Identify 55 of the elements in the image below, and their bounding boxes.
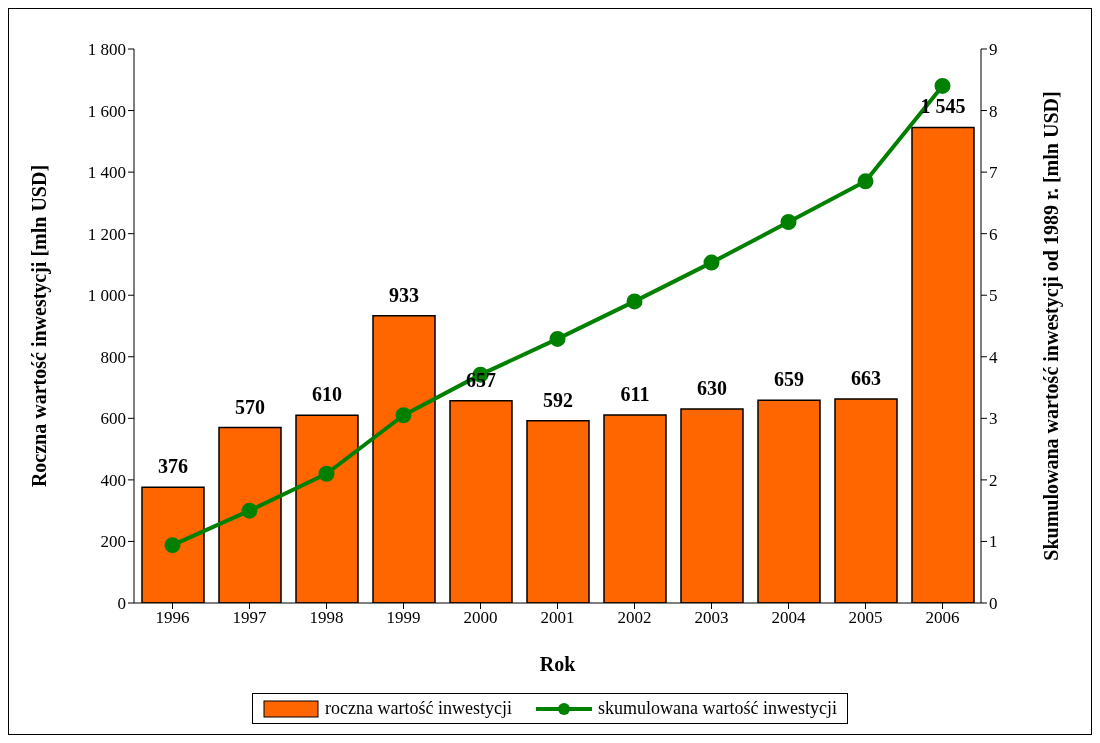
data-label: 592 — [543, 388, 573, 411]
data-label: 570 — [235, 395, 265, 418]
x-tick-label: 2002 — [617, 608, 652, 628]
y2-tick-label: 0 — [989, 594, 998, 614]
y-tick-label: 1 000 — [87, 286, 126, 306]
y-tick-label: 600 — [100, 409, 126, 429]
x-tick-label: 2000 — [463, 608, 498, 628]
x-tick-label: 1998 — [309, 608, 344, 628]
y2-tick-label: 4 — [989, 347, 998, 367]
data-label: 610 — [312, 383, 342, 406]
x-tick-label: 2001 — [540, 608, 575, 628]
y2-tick-label: 5 — [989, 286, 998, 306]
data-label: 611 — [620, 382, 650, 405]
y2-tick-label: 6 — [989, 224, 998, 244]
x-tick-label: 2006 — [925, 608, 960, 628]
y-tick-label: 1 400 — [87, 163, 126, 183]
point — [703, 254, 720, 271]
legend-label: roczna wartość inwestycji — [325, 698, 512, 719]
y-tick-label: 1 800 — [87, 40, 126, 60]
y2-tick-label: 9 — [989, 40, 998, 60]
point — [318, 465, 335, 482]
y-tick-label: 0 — [117, 594, 126, 614]
x-tick-label: 2005 — [848, 608, 883, 628]
point — [857, 173, 874, 190]
data-label: 933 — [389, 283, 419, 306]
data-label: 630 — [697, 377, 727, 400]
y2-tick-label: 3 — [989, 409, 998, 429]
data-label: 376 — [158, 455, 188, 478]
legend-label: skumulowana wartość inwestycji — [597, 698, 837, 719]
y-tick-label: 200 — [100, 532, 126, 552]
y2-axis-title: Skumulowana wartość inwestycji od 1989 r. [mln USD] — [1040, 91, 1064, 561]
y2-tick-label: 1 — [989, 532, 998, 552]
point — [164, 537, 181, 554]
data-label: 659 — [774, 368, 804, 391]
point — [395, 407, 412, 424]
y2-tick-label: 7 — [989, 163, 998, 183]
data-label: 663 — [851, 366, 881, 389]
y-tick-label: 1 200 — [87, 224, 126, 244]
y-axis-title: Roczna wartość inwestycji [mln USD] — [28, 164, 52, 488]
y-tick-label: 1 600 — [87, 101, 126, 121]
x-tick-label: 1997 — [232, 608, 267, 628]
y-tick-label: 400 — [100, 470, 126, 490]
x-tick-label: 1999 — [386, 608, 421, 628]
point — [626, 293, 643, 310]
point — [549, 330, 566, 347]
point — [241, 502, 258, 519]
y-tick-label: 800 — [100, 347, 126, 367]
x-axis-title: Rok — [539, 653, 577, 675]
point — [780, 213, 797, 230]
y2-tick-label: 2 — [989, 470, 998, 490]
x-tick-label: 2003 — [694, 608, 729, 628]
y2-tick-label: 8 — [989, 101, 998, 121]
point — [934, 77, 951, 94]
x-tick-label: 2004 — [771, 608, 806, 628]
x-tick-label: 1996 — [155, 608, 190, 628]
